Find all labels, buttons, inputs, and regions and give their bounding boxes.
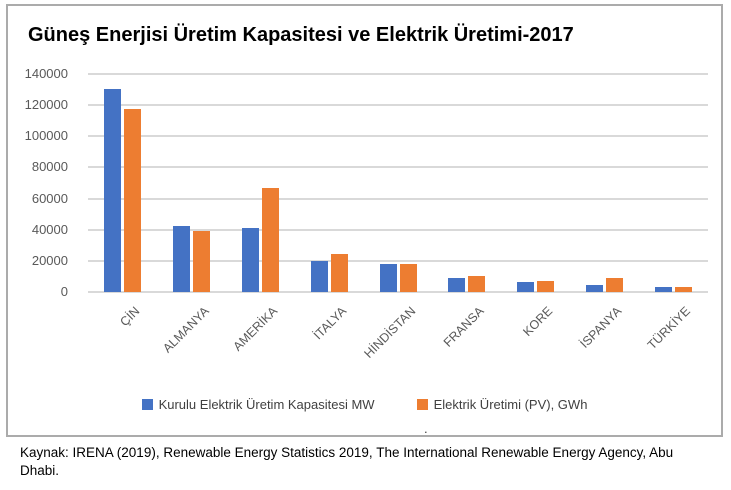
y-axis-tick-label: 100000 [24, 128, 68, 144]
x-axis-label-AMERİKA: AMERİKA [230, 304, 281, 354]
gridline [88, 73, 708, 75]
y-axis-tick-label: 20000 [31, 252, 68, 268]
bar-İSPANYA-generation [606, 277, 624, 292]
bar-KORE-capacity [517, 282, 535, 292]
x-axis-label-FRANSA: FRANSA [441, 304, 487, 350]
legend-label-capacity: Kurulu Elektrik Üretim Kapasitesi MW [158, 397, 375, 412]
gridline [88, 259, 708, 262]
chart-container: Güneş Enerjisi Üretim Kapasitesi ve Elek… [6, 4, 723, 437]
x-axis-label-İTALYA: İTALYA [310, 304, 350, 343]
gridline [88, 135, 708, 138]
x-axis-label-İSPANYA: İSPANYA [577, 304, 625, 351]
y-axis-tick-label: 0 [60, 284, 68, 299]
bar-TÜRKİYE-generation [675, 287, 693, 292]
bar-KORE-generation [537, 281, 555, 292]
bar-HİNDİSTAN-capacity [379, 263, 397, 292]
bar-FRANSA-capacity [448, 278, 466, 292]
y-axis-tick-label: 80000 [31, 159, 68, 175]
y-axis-tick-label: 60000 [31, 190, 68, 206]
legend-item-capacity: Kurulu Elektrik Üretim Kapasitesi MW [141, 397, 375, 412]
x-axis-label-HİNDİSTAN: HİNDİSTAN [361, 304, 418, 361]
bar-AMERİKA-capacity [241, 228, 259, 292]
legend-item-generation: Elektrik Üretimi (PV), GWh [416, 397, 588, 412]
bar-İTALYA-generation [330, 254, 348, 292]
x-axis-label-KORE: KORE [520, 304, 556, 339]
legend-label-generation: Elektrik Üretimi (PV), GWh [433, 397, 588, 412]
legend: Kurulu Elektrik Üretim Kapasitesi MW Ele… [8, 397, 721, 412]
y-axis-tick-label: 40000 [31, 221, 68, 237]
source-note: Kaynak: IRENA (2019), Renewable Energy S… [20, 445, 674, 478]
bar-İSPANYA-capacity [586, 284, 604, 292]
gridline [88, 104, 708, 107]
bar-İTALYA-capacity [310, 261, 328, 292]
stray-dot: . [424, 421, 428, 436]
y-axis-tick-label: 120000 [24, 97, 68, 113]
gridline [88, 166, 708, 169]
x-axis-label-ALMANYA: ALMANYA [159, 304, 212, 356]
y-axis-tick-label: 140000 [24, 66, 68, 81]
gridline [88, 228, 708, 231]
bar-HİNDİSTAN-generation [399, 264, 417, 292]
x-axis-label-TÜRKİYE: TÜRKİYE [645, 304, 694, 353]
legend-swatch-generation [416, 399, 428, 410]
chart-title: Güneş Enerjisi Üretim Kapasitesi ve Elek… [28, 24, 574, 46]
bar-TÜRKİYE-capacity [655, 286, 673, 292]
x-axis-label-ÇİN: ÇİN [117, 304, 143, 330]
gridline [88, 291, 708, 293]
bar-FRANSA-generation [468, 276, 486, 292]
bar-ÇİN-capacity [103, 88, 121, 292]
gridline [88, 197, 708, 200]
bar-AMERİKA-generation [261, 187, 279, 292]
bar-ÇİN-generation [123, 109, 141, 292]
legend-swatch-capacity [141, 399, 153, 410]
bar-ALMANYA-generation [192, 230, 210, 292]
bar-ALMANYA-capacity [172, 226, 190, 292]
